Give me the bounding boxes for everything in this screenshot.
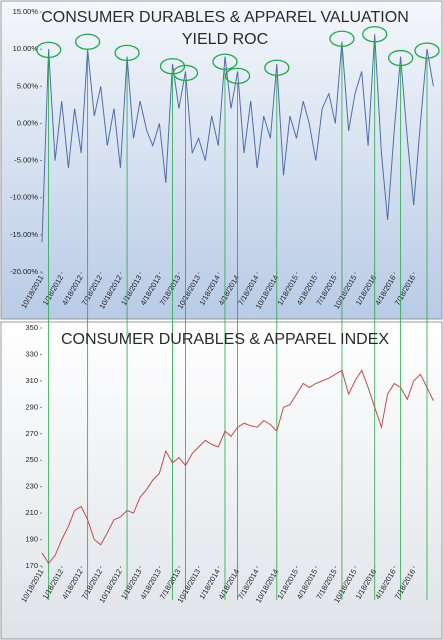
y-tick-label: 190 xyxy=(25,535,38,544)
highlight-circle xyxy=(212,53,238,70)
chart-title: YIELD ROC xyxy=(182,31,268,48)
y-tick-label: 330 xyxy=(25,349,38,358)
data-line xyxy=(41,34,434,243)
highlight-circle xyxy=(264,59,290,76)
highlight-circle xyxy=(414,42,440,59)
data-line xyxy=(41,369,434,565)
highlight-circle xyxy=(74,33,101,50)
y-tick-label: 290 xyxy=(25,402,38,411)
highlight-circle xyxy=(35,41,62,59)
highlight-circle xyxy=(362,26,388,43)
y-tick-label: -15.00% xyxy=(10,230,38,239)
highlight-circle xyxy=(172,64,199,82)
y-tick-label: 310 xyxy=(25,376,38,385)
chart-title: CONSUMER DURABLES & APPAREL INDEX xyxy=(61,331,389,348)
y-tick-label: -10.00% xyxy=(10,193,38,202)
y-tick-label: 210 xyxy=(25,508,38,517)
chart-title: CONSUMER DURABLES & APPAREL VALUATION xyxy=(41,9,409,26)
y-tick-label: 250 xyxy=(25,455,38,464)
highlight-circle xyxy=(114,44,140,62)
y-tick-label: -20.00% xyxy=(10,267,38,276)
y-tick-label: 10.00% xyxy=(13,44,39,53)
highlight-circle xyxy=(224,67,251,85)
y-tick-label: 230 xyxy=(25,482,38,491)
highlight-circle xyxy=(387,49,414,67)
panel-bg xyxy=(0,321,443,640)
y-tick-label: 350 xyxy=(25,323,38,332)
highlight-circle xyxy=(159,58,186,75)
y-tick-label: -5.00% xyxy=(14,156,38,165)
y-tick-label: 5.00% xyxy=(17,81,39,90)
highlight-circle xyxy=(329,30,355,47)
y-tick-label: 270 xyxy=(25,429,38,438)
y-tick-label: 15.00% xyxy=(13,7,39,16)
y-tick-label: 0.00% xyxy=(17,118,39,127)
y-tick-label: 170 xyxy=(25,561,38,570)
